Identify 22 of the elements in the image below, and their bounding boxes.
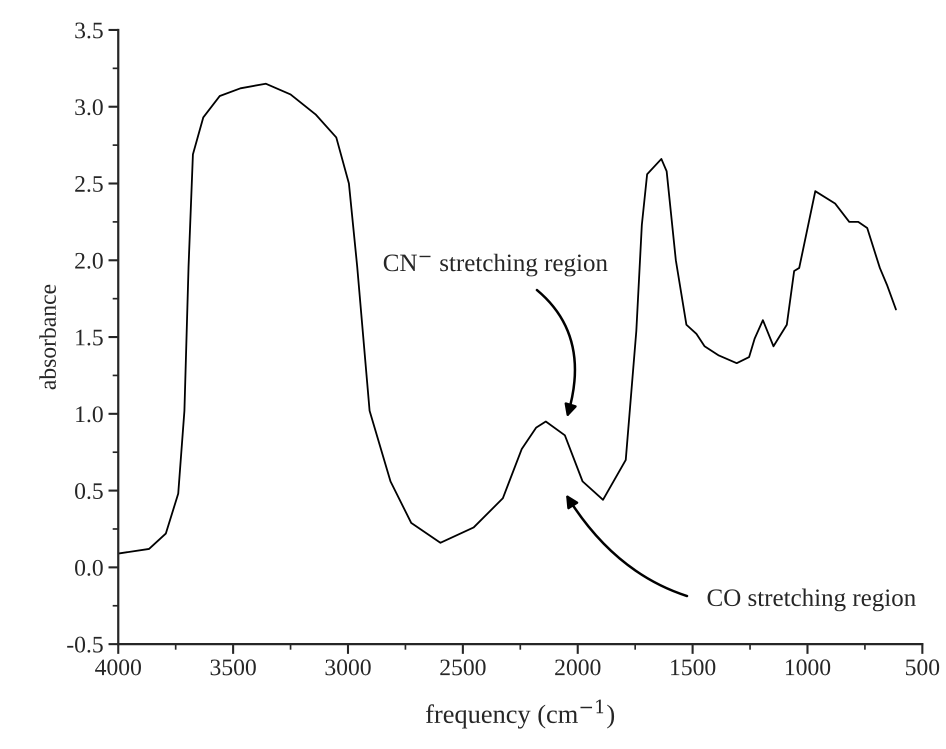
y-tick-label: 0.5 <box>75 483 103 500</box>
x-tick-label: 3000 <box>326 659 371 676</box>
y-tick-label: 3.5 <box>75 22 103 38</box>
x-tick-label: 1000 <box>786 659 830 676</box>
y-tick-label: 1.0 <box>76 406 103 422</box>
y-axis-title: absorbance <box>39 284 56 390</box>
x-tick-label: 1500 <box>671 659 716 676</box>
x-tick-label: 3500 <box>210 659 256 676</box>
line-series <box>118 82 897 554</box>
y-tick-label: 3.0 <box>75 99 103 116</box>
y-tick-label: 1.5 <box>76 330 103 346</box>
y-tick-label: 2.0 <box>75 252 103 269</box>
x-tick-label: 2500 <box>440 659 486 676</box>
y-tick-label: -0.5 <box>67 636 103 653</box>
y-tick-label: 2.5 <box>75 176 103 192</box>
x-tick-label: 2000 <box>555 659 600 676</box>
x-axis-title: frequency (cm$^{−1}$) <box>426 700 614 729</box>
annotation: CO stretching region <box>708 588 916 612</box>
x-tick-label: 500 <box>906 659 940 676</box>
y-tick-label: 0.0 <box>75 560 103 576</box>
x-tick-label: 4000 <box>95 659 141 676</box>
annotation: CN$^{−}$ stretching region <box>384 254 608 276</box>
